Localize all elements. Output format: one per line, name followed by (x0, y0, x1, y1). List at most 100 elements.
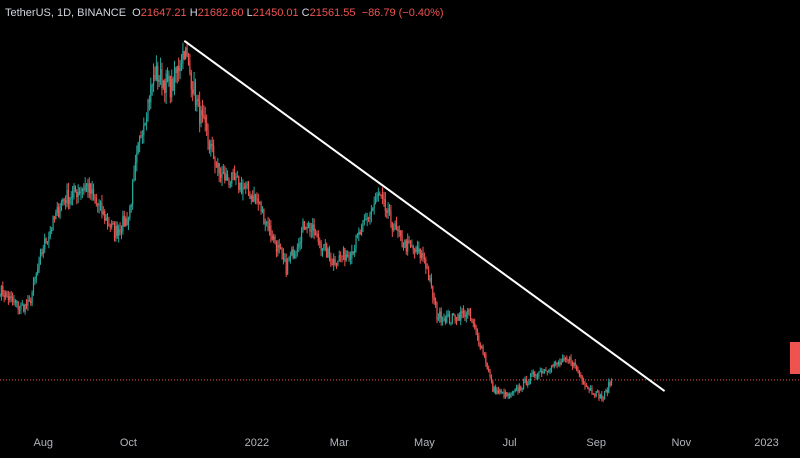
candle-body (273, 236, 275, 240)
candle-body (108, 223, 110, 226)
candle-body (462, 310, 465, 314)
candle-body (192, 89, 194, 94)
candle-body (60, 202, 63, 211)
candle-body (119, 229, 121, 232)
candle-body (348, 255, 350, 259)
candle-body (425, 258, 427, 269)
candle-body (88, 183, 90, 193)
candle-body (72, 190, 74, 198)
candle-body (467, 309, 469, 315)
candle-body (451, 313, 453, 323)
candle-body (74, 185, 76, 192)
candle-body (453, 313, 455, 316)
candle-body (426, 268, 428, 270)
candle-body (517, 388, 519, 392)
candle-body (578, 371, 581, 375)
candle-body (460, 311, 462, 321)
candle-body (106, 217, 109, 224)
candle-body (238, 176, 240, 190)
candle-body (293, 253, 296, 259)
candle-body (500, 390, 502, 393)
candle-body (94, 195, 96, 199)
candle-body (56, 207, 58, 213)
candle-body (464, 310, 466, 318)
candle-body (370, 210, 372, 215)
candle-body (317, 234, 319, 242)
candle-body (351, 251, 353, 259)
candle-body (531, 373, 533, 375)
candle-body (408, 240, 410, 244)
candle-body (232, 172, 234, 174)
candle-body (457, 314, 459, 321)
candle-body (277, 244, 279, 252)
candle-body (222, 172, 224, 174)
candle-body (226, 174, 229, 181)
candle-body (324, 243, 326, 245)
candle-body (152, 74, 155, 86)
candle-body (416, 246, 419, 253)
candle-body (365, 219, 367, 221)
candle-body (127, 218, 130, 225)
candle-body (508, 394, 511, 398)
candle-body (488, 368, 490, 372)
candle-body (601, 394, 603, 399)
candle-body (235, 176, 237, 181)
candle-body (14, 300, 16, 303)
candle-body (381, 195, 384, 199)
candle-body (34, 278, 36, 282)
candle-body (31, 292, 33, 304)
candle-body (577, 369, 579, 372)
candle-body (461, 311, 463, 314)
candle-body (264, 222, 266, 224)
candle-body (510, 393, 512, 398)
candle-body (455, 320, 458, 322)
candle-body (66, 190, 68, 204)
high-value: 21682.60 (197, 7, 244, 19)
candle-body (285, 258, 287, 275)
candle-body (197, 99, 199, 102)
candle-body (302, 221, 304, 230)
candle-body (145, 118, 148, 123)
candle-body (335, 264, 338, 266)
candle-body (18, 309, 21, 311)
candle-body (465, 314, 467, 318)
candle-body (179, 67, 181, 72)
candle-body (539, 370, 541, 373)
candle-body (362, 220, 364, 225)
candle-body (157, 65, 159, 82)
candle-body (45, 238, 47, 243)
candle-body (609, 382, 611, 386)
candle-body (81, 189, 83, 192)
candle-body (341, 255, 343, 257)
candle-body (478, 335, 480, 345)
candle-body (582, 381, 585, 384)
candle-body (282, 252, 285, 260)
candle-body (187, 55, 190, 62)
candle-body (252, 195, 254, 202)
candle-body (37, 268, 39, 274)
symbol-legend: TetherUS, 1D, BINANCE O21647.21 H21682.6… (5, 6, 444, 20)
candle-body (173, 68, 176, 91)
candle-body (358, 232, 360, 235)
candle-body (48, 236, 50, 242)
candle-body (53, 216, 56, 219)
trendline[interactable] (183, 40, 666, 392)
candle-body (178, 65, 180, 72)
candle-body (85, 183, 88, 186)
candle-body (542, 371, 544, 374)
candle-body (217, 163, 219, 168)
candle-body (69, 197, 71, 204)
candle-body (580, 374, 582, 377)
candle-body (214, 159, 216, 167)
candle-body (525, 379, 527, 386)
candle-body (303, 221, 305, 230)
candle-body (80, 191, 82, 194)
candle-body (469, 310, 472, 319)
candle-body (394, 223, 396, 229)
candle-body (440, 311, 442, 322)
candle-body (201, 110, 204, 115)
candle-body (263, 208, 265, 224)
candle-body (610, 379, 613, 386)
